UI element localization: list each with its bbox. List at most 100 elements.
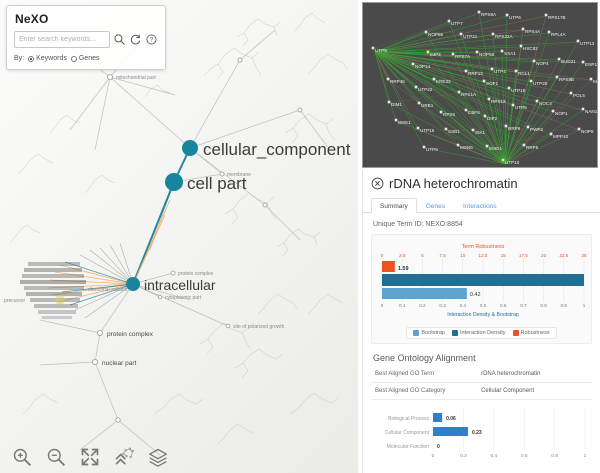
axis-tick-label: 0.3 (439, 303, 446, 308)
gene-node[interactable] (576, 39, 580, 43)
gene-node[interactable] (491, 32, 495, 36)
tab-genes[interactable]: Genes (425, 203, 445, 210)
tree-node-intracellular[interactable] (126, 277, 140, 291)
gene-node[interactable] (511, 103, 515, 107)
gene-node[interactable] (444, 127, 448, 131)
gene-node[interactable] (532, 59, 536, 63)
term-info-panel[interactable]: rDNA heterochromatin Summary Genes Inter… (362, 170, 600, 473)
term-title: rDNA heterochromatin (389, 176, 518, 191)
gene-node[interactable] (464, 69, 468, 73)
go-category-value: Cellular Component (477, 382, 592, 400)
go-category-chart: 0 0.2 0.4 0.6 0.8 1 Biological Process 0.06 Cell… (385, 408, 587, 459)
gene-node[interactable] (451, 52, 455, 56)
gene-node[interactable] (432, 77, 436, 81)
gene-node[interactable] (581, 107, 585, 111)
gene-node[interactable] (501, 158, 505, 162)
legend-label: Robustness (520, 330, 550, 336)
gene-node[interactable] (371, 46, 375, 50)
gene-node[interactable] (387, 100, 391, 104)
gene-node[interactable] (557, 57, 561, 61)
gene-node[interactable] (417, 101, 421, 105)
radio-genes[interactable]: Genes (70, 55, 99, 62)
search-input[interactable] (14, 31, 110, 48)
gene-node[interactable] (447, 19, 451, 23)
gene-node[interactable] (416, 126, 420, 130)
gene-node[interactable] (487, 97, 491, 101)
gene-node[interactable] (522, 143, 526, 147)
gene-node[interactable] (457, 90, 461, 94)
gene-label: NOP4 (536, 61, 549, 66)
radio-keywords[interactable]: Keywords (28, 55, 67, 62)
gene-node[interactable] (456, 143, 460, 147)
axis-tick-label: 7.5 (439, 253, 446, 258)
gene-node[interactable] (394, 118, 398, 122)
gene-node[interactable] (514, 69, 518, 73)
zoom-out-icon[interactable] (46, 447, 66, 467)
gene-node[interactable] (505, 13, 509, 17)
zoom-in-icon[interactable] (12, 447, 32, 467)
gene-node[interactable] (521, 27, 525, 31)
gene-node[interactable] (551, 109, 555, 113)
gene-label: UTP10 (505, 160, 520, 165)
gene-node[interactable] (459, 32, 463, 36)
gene-node[interactable] (549, 132, 553, 136)
gene-label: RCL1 (518, 71, 530, 76)
gene-node[interactable] (426, 50, 430, 54)
bar-value-label: 0.06 (446, 416, 456, 422)
bar-robustness (382, 261, 395, 272)
gene-node[interactable] (555, 75, 559, 79)
tree-node-cellular-component[interactable] (182, 140, 198, 156)
bar-value-label: 0.42 (470, 292, 481, 298)
gene-node[interactable] (581, 60, 585, 64)
gene-node[interactable] (414, 85, 418, 89)
gene-node[interactable] (507, 86, 511, 90)
info-tabs[interactable]: Summary Genes Interactions (363, 197, 600, 213)
close-circle-icon[interactable] (371, 177, 384, 190)
gene-node[interactable] (386, 77, 390, 81)
ontology-tree-graph[interactable]: mitochondrial part membrane protein comp… (0, 0, 358, 473)
gene-node[interactable] (485, 144, 489, 148)
category-label: Biological Process (388, 416, 429, 422)
search-panel[interactable]: NeXO ? By: Keywords Ge (6, 5, 166, 70)
gene-node[interactable] (535, 99, 539, 103)
category-label: Cellular Component (385, 430, 430, 436)
gene-node[interactable] (569, 91, 573, 95)
network-graph-svg[interactable]: UTP9 RPS8A UTP6 UTP7 RPS17B NOP56 UTP21 RPS22A R… (363, 3, 598, 168)
layers-icon[interactable] (148, 447, 168, 467)
legend-bootstrap: Bootstrap (413, 330, 445, 336)
gene-node[interactable] (439, 110, 443, 114)
tab-interactions[interactable]: Interactions (462, 203, 497, 210)
gene-node[interactable] (529, 79, 533, 83)
gene-node[interactable] (411, 62, 415, 66)
gene-node[interactable] (544, 13, 548, 17)
help-icon[interactable]: ? (145, 33, 158, 46)
axis-tick-label: 0.6 (500, 303, 507, 308)
gene-node[interactable] (464, 108, 468, 112)
gene-node[interactable] (526, 125, 530, 129)
tab-summary[interactable]: Summary (371, 198, 417, 213)
gene-node[interactable] (519, 44, 523, 48)
gene-node[interactable] (589, 77, 593, 81)
search-icon[interactable] (113, 33, 126, 46)
gene-node[interactable] (424, 30, 428, 34)
gene-node[interactable] (547, 30, 551, 34)
gene-node[interactable] (475, 50, 479, 54)
gene-node[interactable] (482, 79, 486, 83)
reset-icon[interactable] (129, 33, 142, 46)
ontology-tree-panel[interactable]: mitochondrial part membrane protein comp… (0, 0, 358, 473)
gene-node[interactable] (471, 128, 475, 132)
gene-label: RRP5 (526, 145, 539, 150)
collapse-icon[interactable] (114, 446, 134, 467)
chart-legend: Bootstrap Interaction Density Robustness (406, 327, 557, 339)
gene-node[interactable] (422, 145, 426, 149)
view-toolbar[interactable] (0, 440, 358, 473)
gene-node[interactable] (500, 49, 504, 53)
fit-screen-icon[interactable] (80, 447, 100, 467)
gene-node[interactable] (483, 114, 487, 118)
gene-interaction-network[interactable]: UTP9 RPS8A UTP6 UTP7 RPS17B NOP56 UTP21 RPS22A R… (362, 2, 598, 168)
gene-node[interactable] (504, 124, 508, 128)
gene-node[interactable] (477, 10, 481, 14)
gene-node[interactable] (490, 67, 494, 71)
tree-node-cell-part[interactable] (165, 173, 183, 191)
gene-node[interactable] (577, 127, 581, 131)
